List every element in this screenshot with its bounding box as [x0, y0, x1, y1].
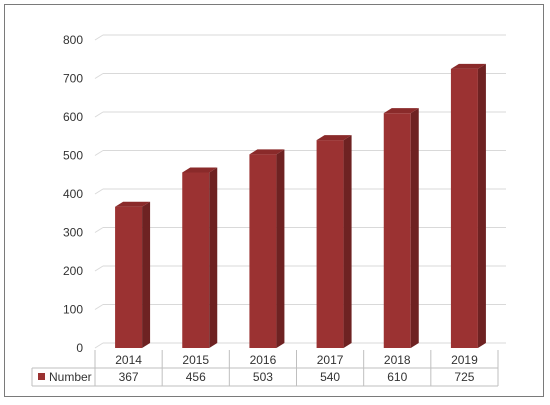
y-tick-label: 400	[63, 187, 83, 201]
data-label: 540	[320, 370, 340, 384]
bar-front	[450, 68, 478, 348]
gridline-depth	[94, 304, 104, 310]
bar-2016	[249, 149, 285, 348]
gridline-depth	[94, 111, 104, 118]
data-label: 610	[387, 370, 407, 384]
y-tick-label: 600	[63, 110, 83, 124]
bar-side	[209, 167, 218, 348]
gridline-depth	[94, 227, 104, 233]
gridline-depth	[94, 188, 104, 195]
bar-top	[383, 108, 419, 114]
y-tick-label: 700	[63, 72, 83, 86]
x-tick-label: 2019	[451, 353, 478, 367]
bar-top	[249, 149, 285, 155]
x-tick-label: 2015	[182, 353, 209, 367]
gridline-depth	[94, 265, 104, 272]
y-tick-label: 300	[63, 226, 83, 240]
gridline-depth	[94, 342, 104, 349]
gridline-depth	[94, 73, 104, 79]
bar-2015	[182, 167, 218, 348]
gridline-depth	[94, 150, 104, 156]
bar-2019	[450, 63, 486, 348]
bar-2014	[115, 201, 151, 348]
bar-2017	[316, 135, 352, 348]
bar-front	[316, 140, 344, 348]
y-tick-label: 500	[63, 149, 83, 163]
bar-side	[276, 149, 285, 348]
data-label: 503	[253, 370, 273, 384]
bar-2018	[383, 108, 419, 349]
series-name: Number	[49, 370, 92, 384]
bar-front	[383, 113, 411, 349]
bar-top	[182, 167, 218, 173]
x-tick-label: 2016	[250, 353, 277, 367]
bar-front	[115, 206, 143, 348]
legend-key	[38, 373, 45, 380]
x-tick-label: 2017	[317, 353, 344, 367]
bars	[115, 63, 486, 349]
bar-front	[182, 172, 210, 348]
gridline-depth	[94, 34, 104, 41]
data-label: 367	[119, 370, 139, 384]
data-label: 456	[186, 370, 206, 384]
bar-side	[142, 201, 151, 348]
y-tick-label: 100	[63, 303, 83, 317]
bar-top	[115, 201, 151, 207]
bar-side	[410, 108, 419, 349]
bar-side	[343, 135, 352, 348]
y-tick-label: 200	[63, 264, 83, 278]
bar-top	[450, 63, 486, 69]
data-label: 725	[454, 370, 474, 384]
bar-front	[249, 154, 277, 348]
x-tick-label: 2018	[384, 353, 411, 367]
y-tick-label: 800	[63, 33, 83, 47]
gridlines	[94, 34, 506, 349]
x-tick-label: 2014	[115, 353, 142, 367]
bar-top	[316, 135, 352, 141]
y-axis-ticks: 0 100 200 300 400 500 600 700 800	[63, 33, 83, 355]
bar-side	[477, 63, 486, 348]
data-table: 2014 2015 2016 2017 2018 2019 Number 367 456 503 5…	[31, 350, 499, 387]
y-tick-label: 0	[76, 341, 83, 355]
